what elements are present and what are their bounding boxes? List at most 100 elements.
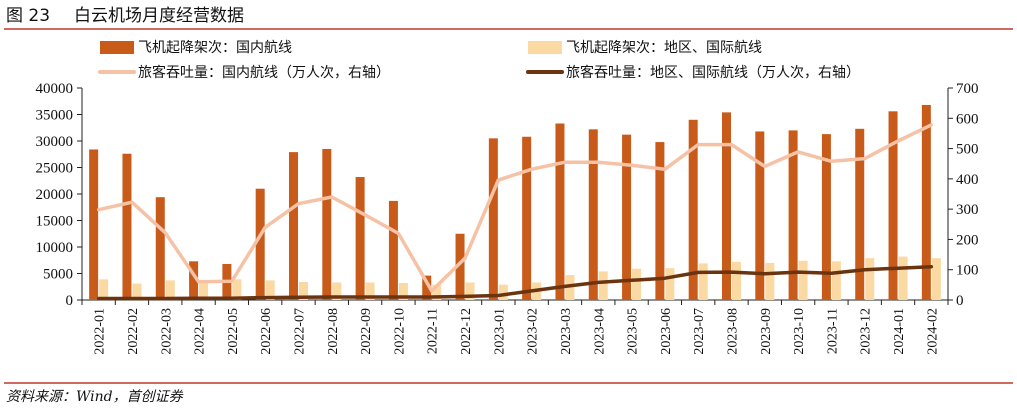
- right-axis-tick-label: 300: [956, 202, 979, 218]
- bar-domestic-flights: [688, 119, 698, 300]
- bar-domestic-flights: [555, 123, 565, 300]
- bar-intl-flights: [165, 280, 175, 300]
- right-axis-tick-label: 400: [956, 172, 979, 188]
- bar-intl-flights: [299, 281, 308, 300]
- x-axis-tick-label: 2022-03: [159, 308, 174, 355]
- bar-domestic-flights: [622, 134, 632, 300]
- bar-domestic-flights: [122, 153, 132, 300]
- legend-swatch-domestic-flights: [100, 41, 134, 54]
- bar-intl-flights: [465, 282, 475, 300]
- bar-domestic-flights: [921, 104, 931, 301]
- x-axis-tick-label: 2022-07: [293, 308, 308, 355]
- bar-intl-flights: [332, 282, 342, 300]
- x-axis-tick-label: 2023-12: [859, 308, 874, 355]
- x-axis-tick-label: 2022-06: [259, 308, 274, 355]
- bar-domestic-flights: [388, 200, 398, 300]
- x-axis-tick-label: 2023-11: [825, 308, 840, 354]
- left-axis-tick-label: 40000: [36, 81, 74, 97]
- x-axis-tick-label: 2023-10: [792, 308, 807, 355]
- x-axis-tick-label: 2024-02: [925, 308, 940, 355]
- bar-domestic-flights: [355, 177, 365, 300]
- legend-label-domestic-flights: 飞机起降架次：国内航线: [138, 40, 292, 56]
- x-axis-tick-label: 2022-05: [226, 308, 241, 355]
- bar-intl-flights: [432, 284, 442, 300]
- left-axis-tick-label: 5000: [43, 267, 73, 283]
- bar-intl-flights: [199, 280, 209, 300]
- left-axis-tick-label: 0: [66, 293, 74, 309]
- legend: 飞机起降架次：国内航线 飞机起降架次：地区、国际航线 旅客吞吐量：国内航线（万人…: [98, 40, 860, 81]
- left-axis-tick-label: 15000: [36, 214, 74, 230]
- line-domestic-passengers: [96, 123, 934, 293]
- bar-domestic-flights: [655, 142, 665, 300]
- right-axis-tick-label: 500: [956, 142, 979, 158]
- bar-domestic-flights: [755, 131, 765, 300]
- x-axis-tick-label: 2023-06: [659, 308, 674, 355]
- bar-intl-flights: [232, 279, 242, 300]
- bar-domestic-flights: [888, 111, 898, 300]
- left-axis-tick-label: 25000: [36, 161, 74, 177]
- bar-intl-flights: [132, 283, 142, 300]
- legend-label-intl-passengers: 旅客吞吐量：地区、国际航线（万人次，右轴）: [566, 64, 860, 81]
- bar-intl-flights: [365, 282, 375, 300]
- bar-domestic-flights: [588, 129, 598, 300]
- x-axis-tick-label: 2022-08: [326, 308, 341, 355]
- bar-domestic-flights: [788, 130, 798, 300]
- legend-label-intl-flights: 飞机起降架次：地区、国际航线: [566, 40, 762, 56]
- right-axis-tick-label: 100: [956, 263, 979, 279]
- x-axis-tick-label: 2024-01: [892, 308, 907, 355]
- bar-intl-flights: [498, 284, 508, 300]
- left-axis-tick-label: 20000: [36, 187, 74, 203]
- right-axis-tick-label: 0: [956, 293, 964, 309]
- x-axis-tick-label: 2022-04: [193, 308, 208, 355]
- x-axis-tick-label: 2023-08: [726, 308, 741, 355]
- bar-intl-flights: [831, 261, 841, 300]
- x-axis-tick-label: 2023-07: [692, 308, 707, 355]
- bar-intl-flights: [265, 280, 275, 300]
- bar-domestic-flights: [322, 148, 332, 300]
- x-axis-tick-label: 2022-10: [392, 308, 407, 355]
- x-axis-tick-label: 2022-12: [459, 308, 474, 355]
- bar-domestic-flights: [89, 149, 99, 300]
- bar-intl-flights: [398, 283, 408, 300]
- bar-intl-flights: [698, 263, 708, 300]
- right-axis-tick-label: 200: [956, 232, 979, 248]
- legend-swatch-intl-flights: [528, 41, 562, 54]
- bar-intl-flights: [865, 258, 875, 300]
- bar-intl-flights: [598, 271, 608, 300]
- bar-domestic-flights: [821, 134, 831, 300]
- x-axis-tick-label: 2023-05: [626, 308, 641, 355]
- source-note: 资料来源：Wind，首创证券: [6, 389, 184, 405]
- bar-intl-flights: [898, 256, 908, 300]
- plot-area: 0500010000150002000025000300003500040000…: [36, 81, 979, 355]
- x-axis-tick-label: 2022-09: [359, 308, 374, 355]
- bar-domestic-flights: [255, 188, 265, 300]
- bar-domestic-flights: [189, 261, 199, 300]
- bar-domestic-flights: [455, 233, 465, 300]
- left-axis-tick-label: 30000: [36, 134, 74, 150]
- x-axis-tick-label: 2023-09: [759, 308, 774, 355]
- x-axis-tick-label: 2023-04: [592, 308, 607, 355]
- bar-intl-flights: [765, 262, 775, 300]
- line-intl-passengers: [96, 264, 934, 301]
- bar-intl-flights: [732, 261, 741, 300]
- x-axis-tick-label: 2023-01: [492, 308, 507, 355]
- left-axis-tick-label: 10000: [36, 240, 74, 256]
- bar-domestic-flights: [855, 128, 865, 300]
- bar-intl-flights: [931, 258, 941, 300]
- x-axis-tick-label: 2023-03: [559, 308, 574, 355]
- legend-label-domestic-passengers: 旅客吞吐量：国内航线（万人次，右轴）: [138, 64, 390, 81]
- x-axis-tick-label: 2023-02: [526, 308, 541, 355]
- right-axis-tick-label: 700: [956, 81, 979, 97]
- bar-domestic-flights: [155, 197, 165, 300]
- left-axis-tick-label: 35000: [36, 108, 74, 124]
- bar-intl-flights: [798, 260, 808, 300]
- x-axis-tick-label: 2022-02: [126, 308, 141, 355]
- figure-label: 图 23: [6, 6, 50, 26]
- x-axis-tick-label: 2022-11: [426, 308, 441, 354]
- right-axis-tick-label: 600: [956, 111, 979, 127]
- bar-domestic-flights: [488, 138, 498, 300]
- bar-domestic-flights: [289, 152, 298, 300]
- bar-intl-flights: [632, 268, 642, 300]
